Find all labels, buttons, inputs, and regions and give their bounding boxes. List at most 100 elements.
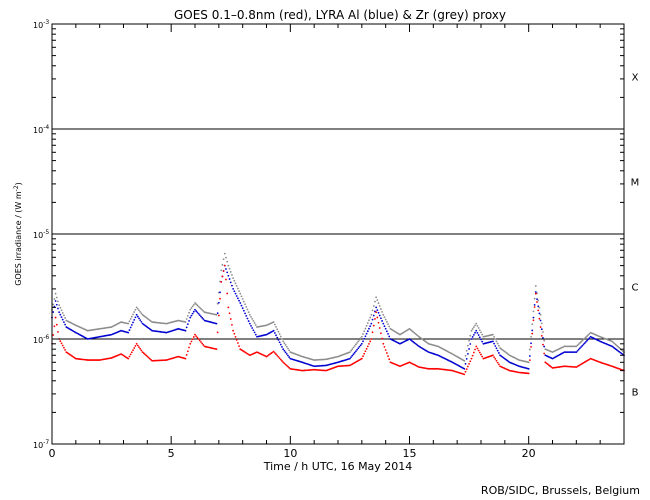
data-point bbox=[245, 315, 248, 317]
data-point bbox=[59, 313, 62, 316]
data-point bbox=[287, 354, 289, 357]
data-point bbox=[587, 334, 590, 336]
data-point bbox=[148, 357, 151, 360]
data-point bbox=[233, 279, 236, 282]
data-point bbox=[588, 332, 591, 335]
data-point bbox=[184, 357, 187, 360]
data-point bbox=[54, 292, 57, 295]
data-point bbox=[478, 336, 481, 339]
data-point bbox=[377, 321, 380, 324]
data-point bbox=[59, 340, 62, 343]
data-point bbox=[465, 349, 468, 352]
data-point bbox=[194, 308, 196, 311]
data-point bbox=[375, 296, 378, 299]
data-point bbox=[238, 345, 240, 347]
data-point bbox=[138, 346, 140, 349]
data-point bbox=[225, 268, 227, 270]
data-point bbox=[539, 313, 542, 316]
data-point bbox=[540, 334, 543, 337]
data-point bbox=[472, 326, 475, 329]
data-point bbox=[465, 357, 468, 360]
y-tick-label: 10-6 bbox=[33, 334, 49, 345]
data-point bbox=[368, 343, 370, 345]
data-point bbox=[186, 323, 189, 326]
data-point bbox=[276, 328, 279, 331]
data-point bbox=[189, 316, 192, 319]
data-point bbox=[219, 291, 221, 294]
data-point bbox=[139, 310, 142, 313]
data-point bbox=[134, 308, 137, 311]
data-point bbox=[612, 341, 615, 344]
data-point bbox=[279, 335, 282, 338]
data-point bbox=[493, 356, 496, 358]
data-point bbox=[139, 319, 142, 322]
data-point bbox=[362, 333, 364, 335]
data-point bbox=[60, 309, 63, 312]
data-point bbox=[383, 316, 386, 319]
data-point bbox=[364, 335, 367, 338]
data-point bbox=[359, 337, 362, 340]
data-point bbox=[284, 363, 287, 366]
data-point bbox=[61, 344, 64, 347]
y-tick-label: 10-3 bbox=[33, 19, 49, 30]
data-point bbox=[240, 295, 243, 298]
data-point bbox=[576, 349, 579, 352]
data-point bbox=[381, 320, 383, 322]
data-point bbox=[133, 319, 136, 321]
data-point bbox=[381, 337, 383, 340]
data-point bbox=[215, 322, 218, 325]
data-point bbox=[197, 312, 200, 315]
data-point bbox=[202, 310, 205, 312]
data-point bbox=[197, 305, 200, 308]
data-point bbox=[534, 292, 537, 295]
data-point bbox=[223, 264, 226, 267]
y-axis-label-exp: -2 bbox=[13, 185, 20, 191]
data-point bbox=[575, 345, 578, 348]
data-point bbox=[362, 355, 364, 358]
data-point bbox=[496, 361, 499, 364]
data-point bbox=[579, 347, 581, 350]
data-point bbox=[196, 336, 199, 339]
data-point bbox=[470, 357, 473, 360]
data-point bbox=[127, 331, 130, 334]
data-point bbox=[463, 373, 466, 376]
data-point bbox=[470, 329, 473, 332]
data-point bbox=[63, 346, 65, 349]
y-tick-exp: -6 bbox=[43, 334, 49, 341]
flare-class-c: C bbox=[632, 283, 639, 294]
data-point bbox=[245, 305, 248, 308]
data-point bbox=[463, 367, 466, 370]
data-point bbox=[247, 320, 250, 322]
data-point bbox=[492, 354, 494, 357]
data-point bbox=[285, 353, 288, 355]
data-point bbox=[532, 316, 535, 319]
data-point bbox=[364, 327, 367, 330]
data-point bbox=[278, 341, 281, 344]
data-point bbox=[528, 359, 531, 362]
data-point bbox=[138, 317, 140, 320]
data-point bbox=[530, 342, 532, 345]
data-point bbox=[241, 298, 244, 300]
data-point bbox=[185, 354, 188, 356]
data-point bbox=[184, 321, 187, 323]
data-point bbox=[52, 303, 55, 306]
data-point bbox=[580, 340, 582, 343]
data-point bbox=[253, 331, 256, 334]
data-point bbox=[350, 349, 353, 352]
data-point bbox=[55, 323, 58, 326]
data-point bbox=[466, 365, 469, 368]
data-point bbox=[251, 327, 254, 329]
data-point bbox=[229, 270, 232, 273]
series-lyra-al bbox=[51, 264, 625, 370]
y-tick-exp: -5 bbox=[43, 229, 49, 236]
data-point bbox=[527, 372, 530, 375]
data-point bbox=[366, 330, 369, 333]
data-point bbox=[281, 338, 283, 340]
data-point bbox=[469, 343, 472, 345]
data-point bbox=[288, 366, 291, 369]
data-point bbox=[248, 313, 251, 316]
data-point bbox=[229, 281, 232, 284]
data-point bbox=[226, 271, 229, 274]
data-point bbox=[135, 313, 138, 316]
